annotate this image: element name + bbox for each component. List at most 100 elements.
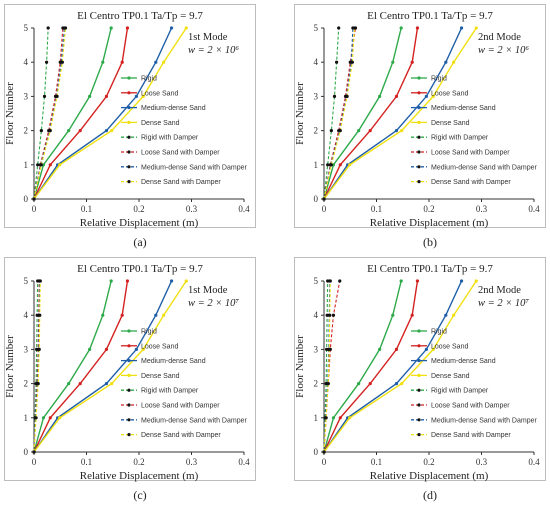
x-tick-label: 0 [32, 204, 37, 214]
panel-border [294, 257, 546, 481]
data-point [368, 129, 372, 133]
legend-label: Medium-dense Sand with Damper [141, 417, 247, 424]
x-tick-label: 0.2 [133, 457, 144, 467]
legend-label: Dense Sand with Damper [431, 432, 511, 439]
series-line [33, 280, 129, 453]
y-tick-label: 2 [314, 379, 319, 389]
data-point [154, 60, 158, 64]
data-point [120, 60, 124, 64]
x-tick-label: 0 [32, 457, 37, 467]
panel-caption: (a) [133, 235, 147, 249]
chart-title: El Centro TP0.1 Ta/Tp = 9.7 [367, 10, 493, 22]
data-point [350, 60, 354, 64]
y-tick-label: 2 [24, 126, 29, 136]
mode-note: 2nd Mode [478, 285, 521, 296]
data-point [104, 94, 109, 98]
data-point [459, 26, 464, 30]
data-point [120, 313, 124, 317]
legend-marker [417, 91, 421, 95]
y-axis-label: Floor Number [294, 82, 306, 145]
legend-marker [127, 150, 131, 154]
data-point [104, 129, 109, 133]
data-point [474, 26, 478, 30]
x-axis-label: Relative Displacement (m) [80, 470, 199, 482]
chart-panel: 0 0.1 0.2 0.3 0.4 0 1 2 3 4 5 Relative Displacement… [4, 257, 256, 482]
data-point [32, 197, 36, 201]
data-point [184, 26, 188, 30]
data-point [338, 279, 342, 283]
chart-title: El Centro TP0.1 Ta/Tp = 9.7 [77, 263, 203, 275]
legend-label: Medium-dense Sand [431, 105, 496, 112]
legend-marker [417, 433, 421, 437]
y-tick-label: 1 [314, 413, 319, 423]
data-point [424, 347, 428, 351]
x-tick-label: 0.3 [186, 204, 198, 214]
data-point [368, 382, 372, 386]
data-point [391, 313, 395, 317]
data-point [39, 129, 43, 133]
legend-marker [417, 359, 421, 363]
legend-label: Medium-dense Sand [141, 358, 206, 365]
legend-marker [417, 165, 421, 169]
series-line [323, 280, 402, 453]
chart-panel: 0 0.1 0.2 0.3 0.4 0 1 2 3 4 5 Relative Displacement… [294, 257, 546, 482]
series-line [323, 280, 477, 453]
legend-marker [417, 120, 421, 124]
legend-marker [417, 329, 421, 333]
legend-label: Rigid [141, 76, 157, 83]
mode-note: 2nd Mode [478, 32, 521, 43]
data-point [109, 279, 113, 283]
legend-marker [127, 135, 131, 139]
y-tick-label: 0 [24, 447, 29, 457]
chart-panel: 0 0.1 0.2 0.3 0.4 0 1 2 3 4 5 Relative Displacement… [294, 4, 546, 229]
legend-label: Rigid with Damper [141, 388, 199, 395]
legend-label: Dense Sand with Damper [141, 179, 221, 186]
y-tick-label: 0 [314, 447, 319, 457]
series-line [33, 280, 187, 453]
y-tick-label: 5 [24, 23, 29, 33]
legend-label: Loose Sand with Damper [141, 403, 220, 410]
data-point [141, 347, 145, 351]
series-line [323, 27, 340, 200]
legend-label: Medium-dense Sand with Damper [431, 417, 537, 424]
data-point [400, 129, 404, 133]
chart-panel: 0 0.1 0.2 0.3 0.4 0 1 2 3 4 5 Relative Displacement… [4, 4, 256, 229]
data-point [184, 279, 188, 283]
legend-label: Medium-dense Sand [141, 105, 206, 112]
data-point [41, 416, 46, 420]
legend-label: Loose Sand [431, 343, 468, 350]
data-point [331, 416, 336, 420]
legend-marker [127, 433, 131, 437]
panel-caption: (c) [133, 488, 147, 502]
series-line [33, 280, 112, 453]
data-point [63, 26, 68, 30]
y-tick-label: 4 [314, 310, 319, 320]
data-point [378, 347, 382, 351]
data-point [109, 26, 113, 30]
data-point [348, 416, 352, 420]
data-point [331, 313, 336, 317]
x-axis-label: Relative Displacement (m) [80, 217, 199, 229]
stiffness-note: w = 2 × 10⁷ [478, 298, 529, 309]
data-point [38, 279, 42, 283]
legend-label: Dense Sand [431, 120, 470, 127]
data-point [67, 129, 71, 133]
data-point [394, 347, 399, 351]
legend-marker [127, 180, 131, 184]
data-point [394, 382, 399, 386]
x-tick-label: 0 [322, 457, 327, 467]
x-tick-label: 0.4 [238, 457, 250, 467]
y-tick-label: 5 [314, 23, 319, 33]
x-tick-label: 0.1 [371, 457, 382, 467]
y-tick-label: 4 [314, 57, 319, 67]
legend-marker [417, 403, 421, 407]
y-tick-label: 5 [314, 276, 319, 286]
legend-marker [417, 344, 421, 348]
data-point [78, 129, 82, 133]
data-point [110, 129, 114, 133]
series-line [33, 27, 49, 200]
data-point [48, 416, 52, 420]
data-point [444, 60, 448, 64]
data-point [338, 416, 342, 420]
panel-border [4, 4, 256, 228]
